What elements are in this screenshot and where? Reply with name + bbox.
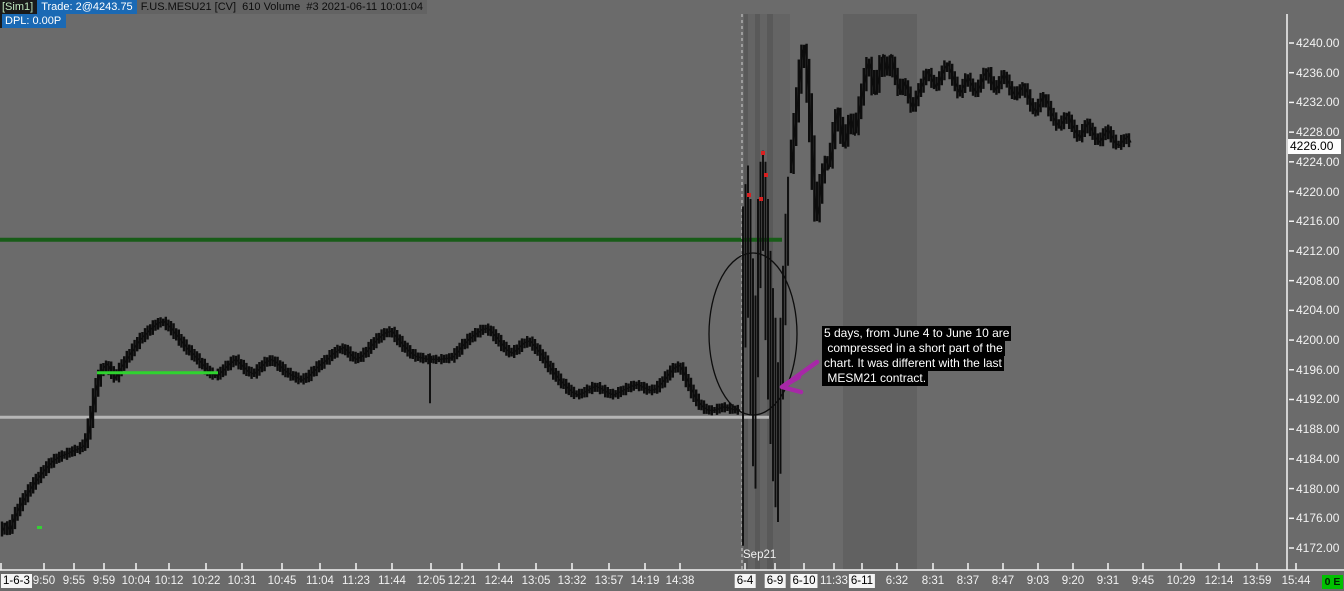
contract-rollover-label: Sep21 [743, 549, 777, 561]
price-tick-label: 4228.00 [1296, 125, 1340, 140]
sell-fill-marker [759, 197, 763, 201]
time-tick-label: 15:44 [1281, 575, 1311, 587]
price-tick-label: 4172.00 [1296, 541, 1340, 555]
time-tick-label: 11:44 [378, 575, 406, 587]
price-tick-label: 4224.00 [1296, 154, 1340, 169]
price-bars [0, 316, 739, 537]
time-tick-label: 9:45 [1131, 575, 1155, 587]
price-tick-label: 4176.00 [1296, 511, 1340, 526]
time-tick-label: 14:19 [630, 575, 660, 587]
time-tick-label: 10:31 [227, 575, 257, 587]
dpl-info[interactable]: DPL: 0.00P [0, 14, 67, 28]
time-tick-label: 9:20 [1061, 575, 1085, 587]
time-tick-label: 10:04 [121, 575, 151, 587]
time-tick-label: 10:45 [267, 575, 297, 587]
annotation-line: MESM21 contract. [822, 371, 929, 386]
time-tick-label: 12:14 [1204, 575, 1234, 587]
time-tick-label: 8:37 [956, 575, 980, 587]
price-tick-label: 4188.00 [1296, 422, 1340, 437]
price-tick-label: 4192.00 [1296, 392, 1340, 407]
date-tick-label: 6-11 [848, 574, 876, 588]
time-tick-label: 14:38 [665, 575, 695, 587]
time-tick-label: 12:21 [447, 575, 477, 587]
account-badge: [Sim1] [0, 0, 38, 14]
price-tick-label: 4216.00 [1296, 214, 1340, 229]
session-band [843, 14, 917, 570]
trade-position-info[interactable]: Trade: 2@4243.75 [37, 0, 137, 14]
time-tick-label: 10:22 [191, 575, 221, 587]
chart-subheader: DPL: 0.00P [0, 14, 67, 28]
annotation-line: compressed in a short part of the [822, 341, 1005, 356]
time-tick-label: 9:55 [62, 575, 86, 587]
time-tick-label: 8:31 [921, 575, 945, 587]
price-tick-label: 4196.00 [1296, 362, 1340, 377]
annotation-line: 5 days, from June 4 to June 10 are [822, 326, 1012, 341]
sell-fill-marker [747, 193, 751, 197]
price-tick-label: 4220.00 [1296, 184, 1340, 199]
sell-fill-marker [761, 151, 765, 155]
date-tick-label: 6-4 [734, 574, 756, 588]
time-tick-label: 12:44 [484, 575, 514, 587]
time-tick-label: 6:32 [885, 575, 909, 587]
time-tick-label: 13:32 [557, 575, 587, 587]
time-tick-label: 10:29 [1166, 575, 1196, 587]
price-tick-label: 4236.00 [1296, 65, 1340, 80]
time-tick-label: 11:23 [342, 575, 370, 587]
buy-fill-marker [37, 526, 42, 529]
time-tick-label: 13:05 [521, 575, 551, 587]
time-tick-label: 10:12 [154, 575, 184, 587]
time-tick-label: 12:05 [416, 575, 446, 587]
annotation-text-box[interactable]: 5 days, from June 4 to June 10 are compr… [822, 326, 1012, 386]
date-tick-label: 6-9 [764, 574, 786, 588]
price-tick-label: 4180.00 [1296, 481, 1340, 496]
annotation-line: chart. It was different with the last [822, 356, 1004, 371]
price-tick-label: 4200.00 [1296, 333, 1340, 348]
sell-fill-marker [764, 173, 768, 177]
time-tick-label: 13:57 [594, 575, 624, 587]
price-path [790, 44, 1132, 218]
time-tick-label: 9:50 [32, 575, 56, 587]
time-tick-label: 9:03 [1026, 575, 1050, 587]
time-tick-label: 8:47 [991, 575, 1015, 587]
arrow-annotation[interactable] [779, 359, 820, 395]
chart-header: [Sim1] Trade: 2@4243.75 F.US.MESU21 [CV]… [0, 0, 427, 14]
time-tick-label: 11:04 [306, 575, 334, 587]
price-path [1, 320, 740, 533]
time-tick-label: 9:31 [1096, 575, 1120, 587]
price-tick-label: 4240.00 [1296, 36, 1340, 50]
time-tick-label: 11:33 [820, 575, 848, 587]
price-tick-label: 4212.00 [1296, 243, 1340, 258]
date-tick-label: 6-10 [790, 574, 818, 588]
time-tick-label: 13:59 [1242, 575, 1272, 587]
price-tick-label: 4232.00 [1296, 95, 1340, 110]
time-tick-label: 9:59 [92, 575, 116, 587]
trade-counter-badge: 0 E [1322, 575, 1343, 589]
price-tick-label: 4208.00 [1296, 273, 1340, 288]
ellipse-annotation[interactable] [708, 252, 798, 416]
current-price-badge: 4226.00 [1288, 139, 1341, 155]
volatile-price-bars [429, 150, 789, 546]
price-tick-label: 4204.00 [1296, 303, 1340, 318]
symbol-info: F.US.MESU21 [CV] 610 Volume #3 2021-06-1… [136, 0, 427, 14]
date-tick-label: 1-6-3 [1, 574, 32, 588]
price-tick-label: 4184.00 [1296, 451, 1340, 466]
